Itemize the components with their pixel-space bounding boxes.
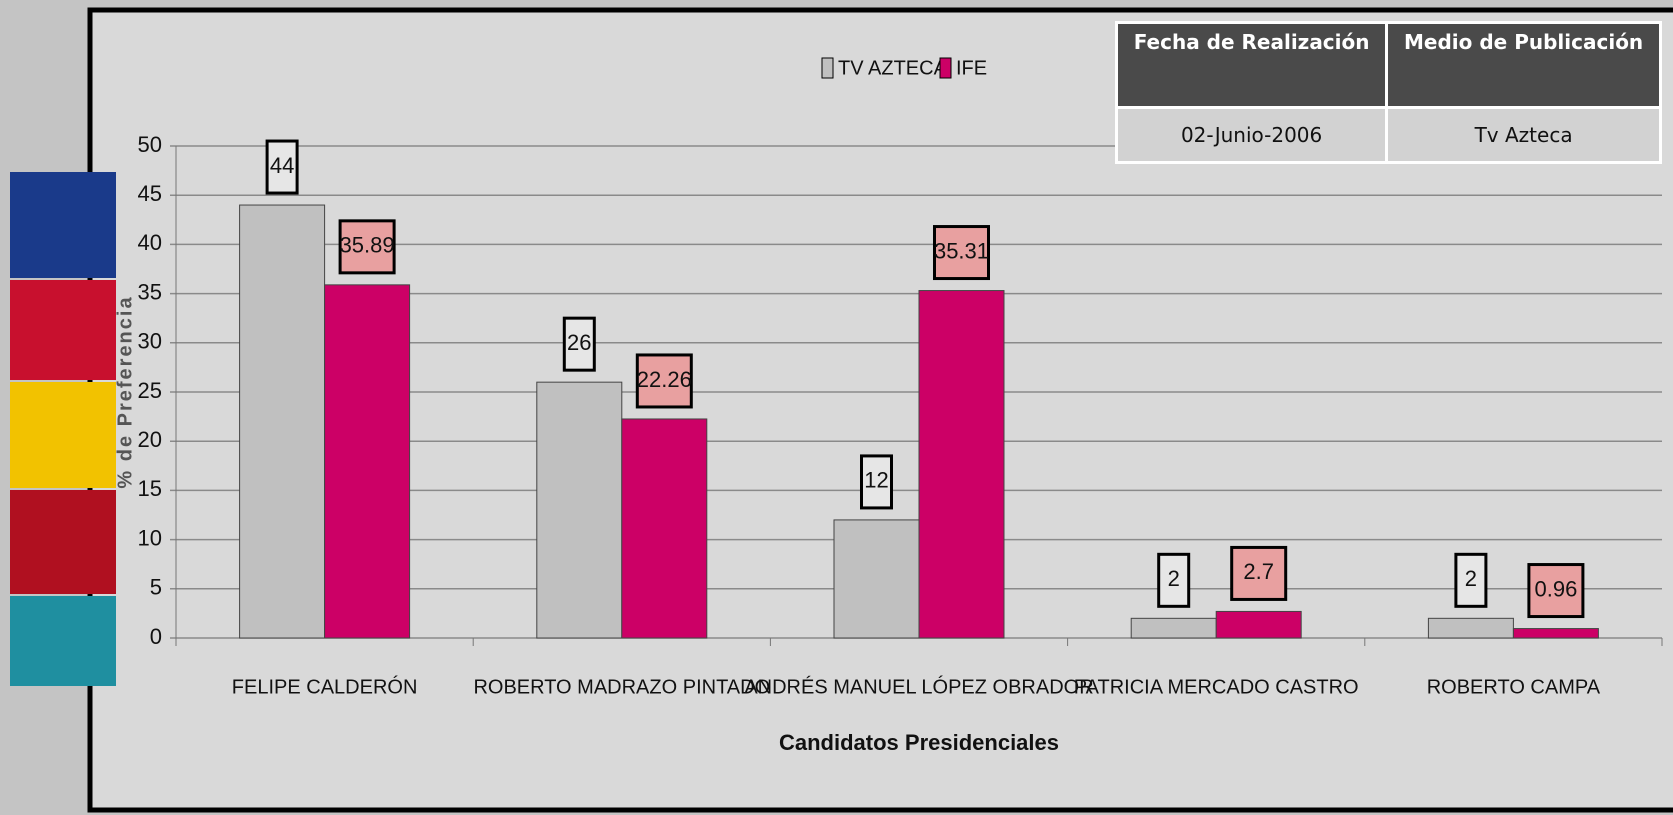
portrait <box>10 596 116 686</box>
legend-label: TV AZTECA <box>838 57 948 79</box>
data-label: 2 <box>1465 566 1477 591</box>
portraits <box>10 172 116 686</box>
table-cell: 02-Junio-2006 <box>1117 108 1387 163</box>
bar <box>1216 611 1301 638</box>
y-tick-label: 20 <box>138 427 162 452</box>
data-label: 35.89 <box>340 233 395 258</box>
x-tick-label: ANDRÉS MANUEL LÓPEZ OBRADOR <box>744 675 1093 698</box>
data-label: 12 <box>864 468 888 493</box>
y-tick-label: 5 <box>150 575 162 600</box>
x-tick-label: FELIPE CALDERÓN <box>232 675 418 698</box>
legend-swatch <box>822 58 833 78</box>
y-tick-label: 30 <box>138 329 162 354</box>
legend-swatch <box>940 58 951 78</box>
data-label: 35.31 <box>934 238 989 263</box>
table-cell: Tv Azteca <box>1387 108 1661 163</box>
portrait <box>10 490 116 594</box>
y-tick-label: 25 <box>138 378 162 403</box>
data-label: 0.96 <box>1534 576 1577 601</box>
y-axis-title: % de Preferencia <box>114 295 136 488</box>
x-tick-label: ROBERTO MADRAZO PINTADO <box>473 676 770 698</box>
x-axis-title: Candidatos Presidenciales <box>779 730 1059 755</box>
data-label: 22.26 <box>637 367 692 392</box>
bar <box>1513 629 1598 638</box>
table-header: Medio de Publicación <box>1387 23 1661 108</box>
portrait <box>10 382 116 488</box>
y-tick-label: 45 <box>138 181 162 206</box>
y-tick-label: 0 <box>150 624 162 649</box>
page: % de Preferencia Candidatos Presidencial… <box>0 0 1673 815</box>
legend-label: IFE <box>956 57 987 79</box>
x-tick-label: ROBERTO CAMPA <box>1427 676 1601 698</box>
bar <box>1428 618 1513 638</box>
y-tick-label: 50 <box>138 132 162 157</box>
data-label: 2 <box>1168 566 1180 591</box>
data-label: 44 <box>270 153 294 178</box>
y-tick-label: 40 <box>138 230 162 255</box>
portrait <box>10 280 116 380</box>
portrait <box>10 172 116 278</box>
bar <box>622 419 707 638</box>
y-tick-label: 10 <box>138 525 162 550</box>
bar <box>240 205 325 638</box>
table-header: Fecha de Realización <box>1117 23 1387 108</box>
bar <box>1131 618 1216 638</box>
data-label: 26 <box>567 330 591 355</box>
x-tick-label: PATRICIA MERCADO CASTRO <box>1074 676 1359 698</box>
data-label: 2.7 <box>1243 559 1274 584</box>
y-tick-label: 35 <box>138 279 162 304</box>
bar <box>919 291 1004 638</box>
bar <box>537 382 622 638</box>
bar <box>325 285 410 638</box>
y-tick-label: 15 <box>138 476 162 501</box>
bar <box>834 520 919 638</box>
